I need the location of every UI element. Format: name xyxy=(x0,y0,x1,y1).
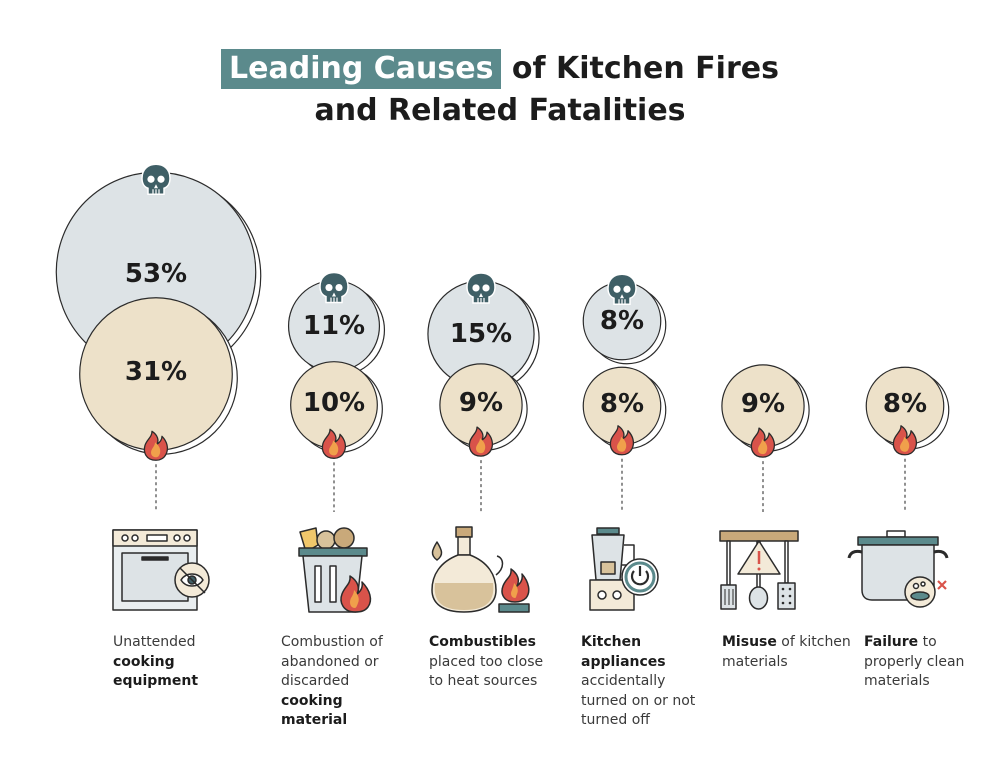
flame-icon xyxy=(750,427,776,458)
caption-text: Combustion of abandoned or discarded xyxy=(281,634,383,689)
caption-text: Unattended xyxy=(113,634,196,650)
flame-icon xyxy=(609,425,635,456)
fire-value-label: 31% xyxy=(125,357,187,387)
fatality-value-label: 15% xyxy=(450,319,512,349)
fatality-value-label: 11% xyxy=(303,311,365,341)
cause-caption: Combustion of abandoned or discarded coo… xyxy=(281,633,411,731)
cause-caption: Failure to properly clean materials xyxy=(864,633,994,692)
caption-bold: Kitchen appliances xyxy=(581,634,666,670)
skull-icon xyxy=(607,273,637,306)
skull-icon xyxy=(466,272,496,304)
caption-bold: cooking equipment xyxy=(113,653,199,690)
cause-caption: Unattended cooking equipment xyxy=(113,633,243,692)
kitchen-utensils-icon xyxy=(719,530,799,610)
flame-icon xyxy=(321,428,347,459)
blender-icon xyxy=(589,527,659,611)
fire-value-label: 9% xyxy=(741,389,785,419)
caption-text: placed too close to heat sources xyxy=(429,653,544,690)
trash-bin-icon xyxy=(298,527,372,613)
caption-text: to properly clean materials xyxy=(864,634,965,689)
fire-value-label: 8% xyxy=(883,389,927,419)
title-line-2: and Related Fatalities xyxy=(314,93,686,128)
oil-bottle-icon xyxy=(431,526,530,613)
cause-caption: Kitchen appliances accidentally turned o… xyxy=(581,633,711,731)
title-line-1-rest: of Kitchen Fires xyxy=(501,51,779,86)
flame-icon xyxy=(468,426,494,457)
fire-value-label: 9% xyxy=(459,388,503,418)
caption-bold: Failure xyxy=(864,634,919,650)
caption-bold: Misuse xyxy=(722,634,777,650)
title-line-1: Leading Causes of Kitchen Fires xyxy=(0,48,1000,90)
flame-icon xyxy=(143,430,169,461)
bubbles-layer: 53% 11% 15% 8% 31% 10% 9% 8% 9% 8% xyxy=(55,163,950,512)
fire-value-label: 8% xyxy=(600,389,644,419)
cause-caption: Combustibles placed too close to heat so… xyxy=(429,633,559,692)
chart-title: Leading Causes of Kitchen Fires and Rela… xyxy=(0,48,1000,132)
cooking-pot-icon xyxy=(847,530,949,608)
skull-icon xyxy=(319,271,349,304)
caption-bold: cooking material xyxy=(281,692,348,729)
fatality-value-label: 53% xyxy=(125,259,187,289)
title-highlight: Leading Causes xyxy=(221,49,502,89)
flame-icon xyxy=(892,425,918,456)
cause-caption: Misuse of kitchen materials xyxy=(722,633,852,672)
illustrations-layer xyxy=(112,526,949,613)
fire-value-label: 10% xyxy=(303,388,365,418)
caption-text: of kitchen materials xyxy=(722,634,851,670)
skull-icon xyxy=(141,163,171,196)
caption-bold: Combustibles xyxy=(429,634,536,650)
caption-text: accidentally turned on or not turned off xyxy=(581,673,696,728)
fatality-value-label: 8% xyxy=(600,306,644,336)
oven-icon xyxy=(112,529,210,611)
